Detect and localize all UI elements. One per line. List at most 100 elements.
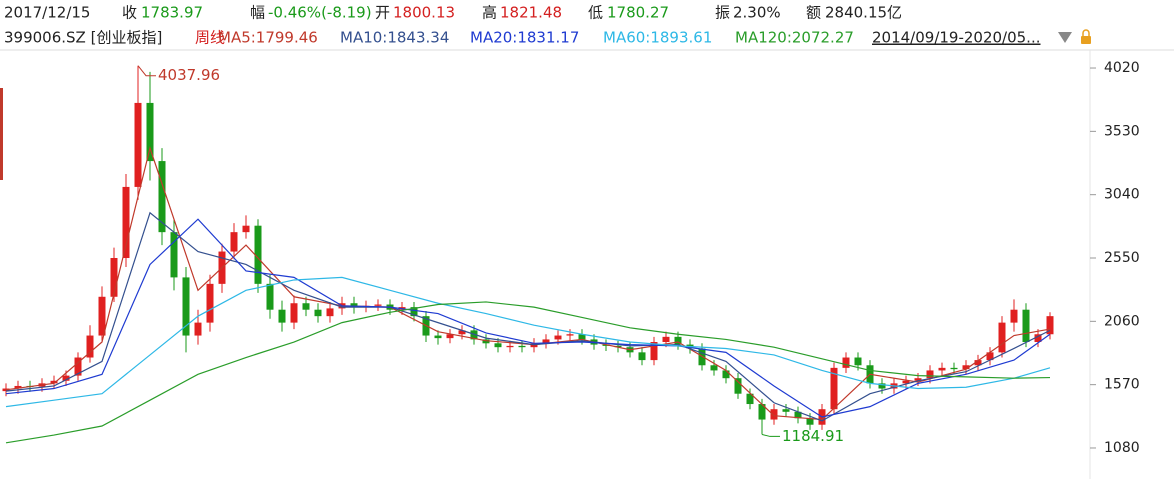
candle-body bbox=[278, 309, 286, 323]
candle-body bbox=[14, 385, 22, 389]
candle-body bbox=[458, 330, 466, 335]
candle-body bbox=[830, 367, 838, 410]
candle-body bbox=[290, 303, 298, 323]
candle-body bbox=[1022, 309, 1030, 343]
candle-body bbox=[1034, 334, 1042, 343]
candle-body bbox=[734, 378, 742, 394]
candle-body bbox=[494, 343, 502, 348]
candle-body bbox=[878, 383, 886, 389]
candle-body bbox=[758, 404, 766, 420]
quote-label: 高 bbox=[482, 4, 497, 22]
y-tick-label: 4020 bbox=[1104, 60, 1140, 76]
candle-body bbox=[470, 330, 478, 340]
legend-entry: MA120:2072.27 bbox=[735, 29, 854, 47]
y-tick-label: 1080 bbox=[1104, 440, 1140, 456]
y-tick-label: 3040 bbox=[1104, 187, 1140, 203]
symbol: 399006.SZ [创业板指] bbox=[4, 29, 162, 47]
candle-body bbox=[158, 161, 166, 233]
candle-body bbox=[650, 342, 658, 361]
candle-body bbox=[794, 411, 802, 419]
candle-body bbox=[302, 303, 310, 310]
ma-line bbox=[5, 301, 1051, 444]
candle-body bbox=[98, 296, 106, 336]
candle-body bbox=[182, 277, 190, 336]
candle-body bbox=[314, 309, 322, 317]
quote-value: 2840.15亿 bbox=[825, 4, 902, 22]
candle-body bbox=[350, 303, 358, 308]
candle-body bbox=[662, 336, 670, 343]
candle-body bbox=[578, 334, 586, 340]
candle-body bbox=[842, 357, 850, 368]
quote-label: 额 bbox=[806, 4, 821, 22]
candle-body bbox=[254, 225, 262, 284]
candle-body bbox=[50, 380, 58, 384]
candle-body bbox=[530, 343, 538, 348]
candle-body bbox=[206, 283, 214, 323]
candle-body bbox=[1046, 316, 1054, 335]
lock-icon[interactable] bbox=[1081, 36, 1091, 44]
legend-entry: MA60:1893.61 bbox=[603, 29, 712, 47]
side-marker bbox=[0, 88, 3, 180]
quote-value: 1821.48 bbox=[500, 4, 562, 22]
candle-body bbox=[998, 322, 1006, 353]
candle-body bbox=[974, 360, 982, 366]
candle-body bbox=[410, 307, 418, 317]
candle-body bbox=[86, 335, 94, 358]
quote-date: 2017/12/15 bbox=[4, 4, 90, 22]
candle-body bbox=[110, 258, 118, 297]
quote-value: 1783.97 bbox=[141, 4, 203, 22]
candle-body bbox=[902, 380, 910, 384]
candle-body bbox=[770, 409, 778, 420]
quote-label: 低 bbox=[588, 4, 603, 22]
candle-body bbox=[230, 232, 238, 252]
quote-label: 开 bbox=[375, 4, 390, 22]
dropdown-icon[interactable] bbox=[1058, 32, 1072, 43]
candle-body bbox=[566, 334, 574, 336]
lock-shackle bbox=[1082, 29, 1090, 36]
candle-body bbox=[446, 334, 454, 339]
candle-body bbox=[518, 345, 526, 348]
candle-body bbox=[242, 225, 250, 233]
legend-entry: MA20:1831.17 bbox=[470, 29, 579, 47]
y-tick-label: 2550 bbox=[1104, 250, 1140, 266]
y-tick-label: 1570 bbox=[1104, 377, 1140, 393]
candle-body bbox=[638, 352, 646, 361]
candle-body bbox=[506, 345, 514, 348]
candle-body bbox=[170, 232, 178, 278]
ma-line bbox=[5, 211, 1051, 422]
candle-body bbox=[542, 339, 550, 344]
date-range[interactable]: 2014/09/19-2020/05... bbox=[872, 29, 1041, 47]
annotation: 1184.91 bbox=[782, 427, 844, 445]
candle-body bbox=[194, 322, 202, 336]
legend-entry: MA10:1843.34 bbox=[340, 29, 449, 47]
candle-body bbox=[950, 367, 958, 370]
candle-body bbox=[746, 393, 754, 405]
candle-body bbox=[374, 304, 382, 306]
y-tick-label: 3530 bbox=[1104, 123, 1140, 139]
quote-label: 收 bbox=[122, 4, 137, 22]
annotation-leader bbox=[137, 65, 156, 77]
ma-line bbox=[5, 276, 1051, 408]
candle-body bbox=[806, 418, 814, 425]
candle-body bbox=[854, 357, 862, 366]
quote-value: 1800.13 bbox=[393, 4, 455, 22]
period: 周线 bbox=[195, 29, 225, 47]
legend-entry: MA5:1799.46 bbox=[218, 29, 318, 47]
candle-body bbox=[602, 344, 610, 346]
candle-body bbox=[1010, 309, 1018, 323]
candle-body bbox=[938, 367, 946, 371]
candle-body bbox=[326, 308, 334, 317]
candle-body bbox=[122, 186, 130, 259]
y-tick-label: 2060 bbox=[1104, 313, 1140, 329]
candle-body bbox=[554, 335, 562, 340]
candle-body bbox=[434, 335, 442, 339]
quote-value: 1780.27 bbox=[607, 4, 669, 22]
candle-body bbox=[710, 365, 718, 371]
quote-value: -0.46%(-8.19) bbox=[268, 4, 372, 22]
candle-body bbox=[2, 388, 10, 392]
quote-value: 2.30% bbox=[733, 4, 781, 22]
candle-body bbox=[986, 352, 994, 361]
quote-label: 振 bbox=[715, 4, 730, 22]
